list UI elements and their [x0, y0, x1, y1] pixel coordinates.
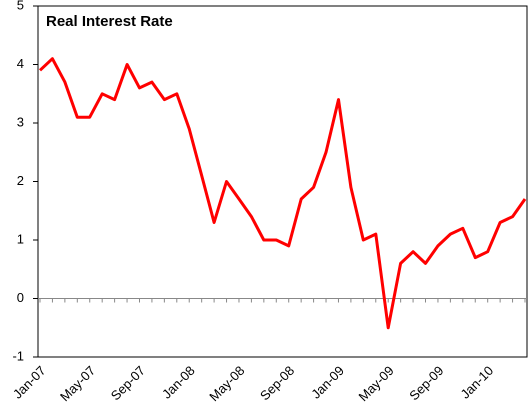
y-tick-label: 3 — [17, 114, 24, 129]
plot-area — [37, 5, 528, 358]
x-tick-label: Jan-07 — [10, 363, 49, 402]
y-tick-label: 4 — [17, 56, 24, 71]
chart-title: Real Interest Rate — [46, 13, 173, 30]
x-tick-label: Sep-07 — [108, 363, 148, 403]
x-tick-label: May-07 — [57, 363, 98, 404]
y-tick-label: -1 — [12, 348, 24, 363]
data-line — [38, 57, 527, 330]
y-tick-label: 0 — [17, 290, 24, 305]
x-tick-label: Jan-09 — [308, 363, 347, 402]
x-tick-label: May-09 — [355, 363, 396, 404]
x-tick-label: Sep-08 — [257, 363, 297, 403]
x-tick-label: Jan-08 — [159, 363, 198, 402]
x-tick-label: Jan-10 — [458, 363, 497, 402]
x-tick-label: May-08 — [206, 363, 247, 404]
y-tick-label: 2 — [17, 173, 24, 188]
x-tick-label: Sep-09 — [406, 363, 446, 403]
y-tick-label: 1 — [17, 231, 24, 246]
y-tick-label: 5 — [17, 0, 24, 12]
